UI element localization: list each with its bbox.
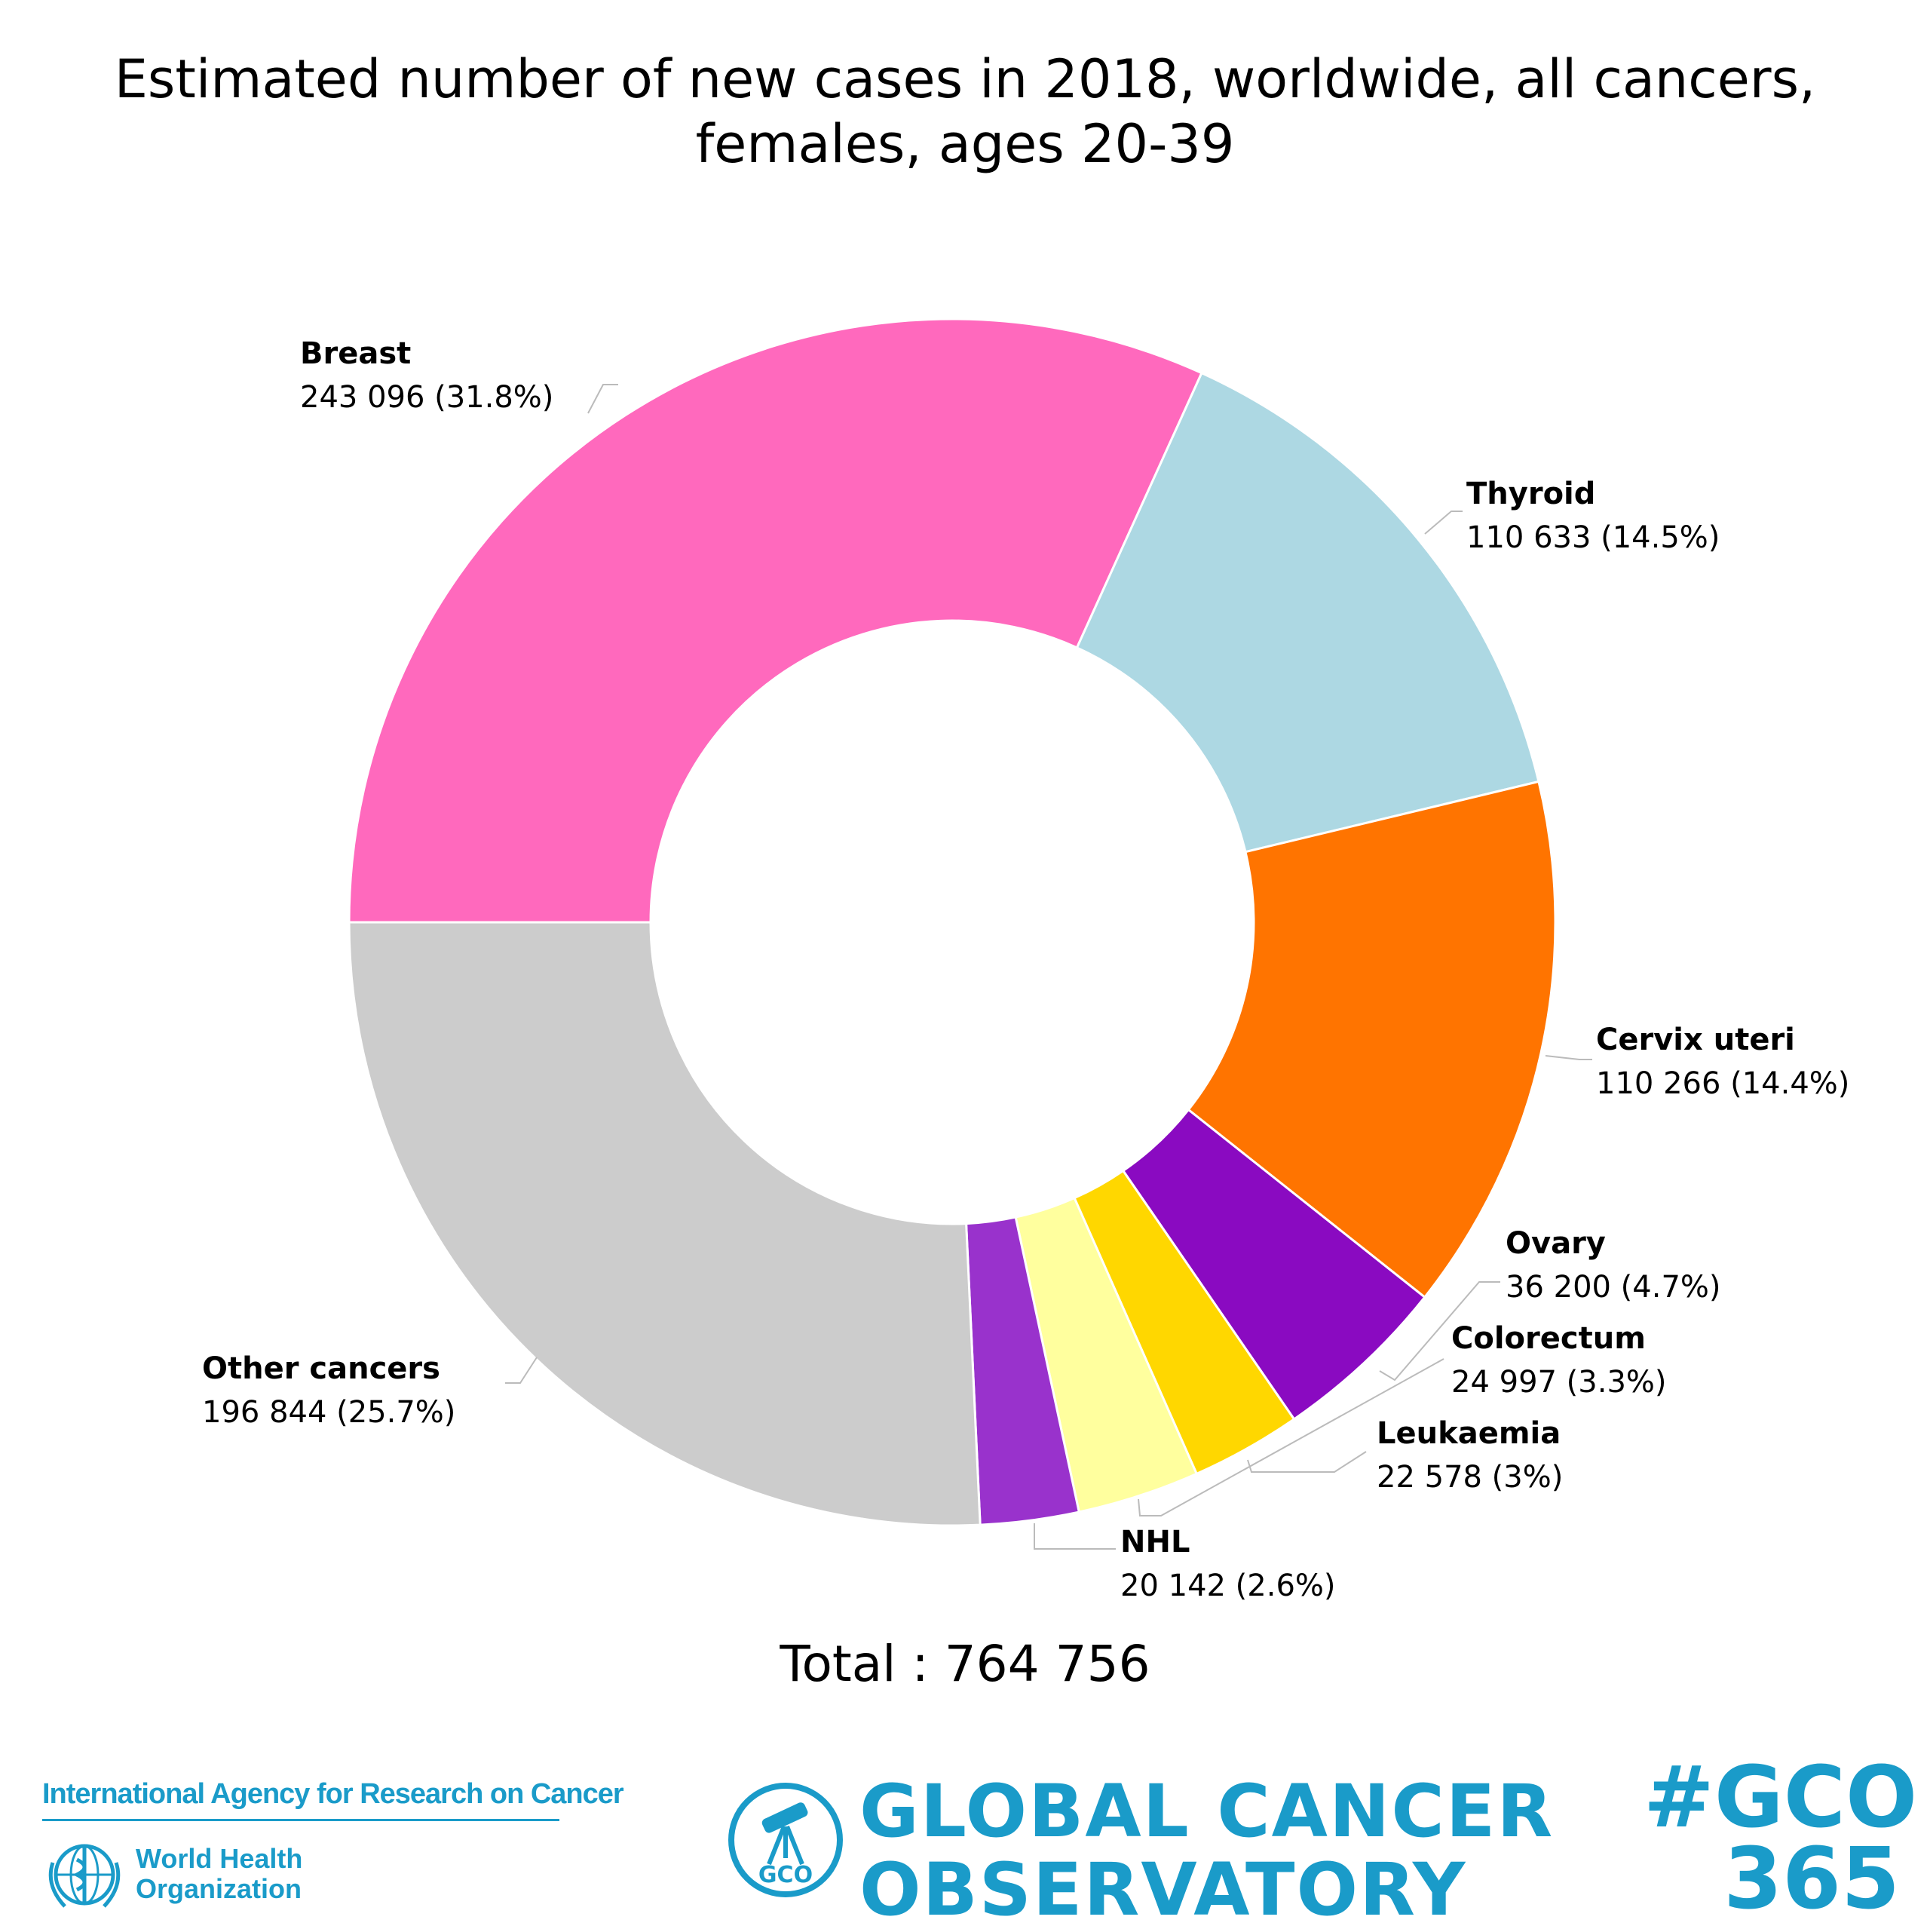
hashtag-line-2: 365 — [1723, 1830, 1900, 1928]
who-emblem-icon — [48, 1844, 121, 1908]
who-name-line-2: Organization — [136, 1873, 302, 1904]
leader-line-nhl — [1034, 1523, 1116, 1550]
slice-value-leukaemia: 22 578 (3%) — [1377, 1460, 1563, 1495]
leader-line-breast — [587, 384, 618, 414]
slice-label-breast: Breast — [300, 336, 411, 371]
slice-label-thyroid: Thyroid — [1466, 477, 1595, 511]
slice-other-cancers[interactable] — [348, 921, 982, 1527]
slice-value-other-cancers: 196 844 (25.7%) — [202, 1395, 455, 1430]
gco-wordmark-line-1: GLOBAL CANCER — [859, 1769, 1555, 1854]
slice-label-nhl: NHL — [1120, 1525, 1190, 1559]
gco-badge-text: GCO — [758, 1862, 813, 1888]
slice-value-cervix-uteri: 110 266 (14.4%) — [1596, 1066, 1849, 1101]
chart-title-line-2: females, ages 20-39 — [695, 113, 1235, 175]
who-name-line-1: World Health — [136, 1843, 303, 1874]
leader-line-colorectum — [1138, 1358, 1444, 1516]
slice-value-ovary: 36 200 (4.7%) — [1506, 1270, 1721, 1305]
slice-label-cervix-uteri: Cervix uteri — [1596, 1023, 1795, 1057]
slice-label-leukaemia: Leukaemia — [1377, 1416, 1561, 1451]
leader-line-other-cancers — [505, 1357, 538, 1384]
gco-telescope-icon: GCO — [728, 1783, 843, 1897]
slice-breast[interactable] — [348, 317, 1203, 924]
gco365-hashtag: #GCO 365 — [1644, 1749, 1918, 1928]
slice-value-nhl: 20 142 (2.6%) — [1120, 1569, 1336, 1603]
slice-cervix-uteri[interactable] — [1187, 780, 1557, 1299]
who-name: World Health Organization — [136, 1844, 302, 1904]
slice-label-colorectum: Colorectum — [1451, 1321, 1646, 1356]
slice-value-thyroid: 110 633 (14.5%) — [1466, 520, 1720, 555]
slice-value-breast: 243 096 (31.8%) — [300, 380, 553, 415]
donut-chart: Breast 243 096 (31.8%) Thyroid 110 633 (14.… — [202, 317, 1849, 1603]
gco-wordmark: GLOBAL CANCER OBSERVATORY — [859, 1772, 1554, 1929]
slice-label-ovary: Ovary — [1506, 1226, 1606, 1261]
leader-line-ovary — [1379, 1281, 1500, 1382]
slice-thyroid[interactable] — [1075, 371, 1540, 854]
iarc-name: International Agency for Research on Can… — [42, 1778, 624, 1810]
leader-line-leukaemia — [1247, 1451, 1367, 1473]
slice-label-other-cancers: Other cancers — [202, 1351, 440, 1386]
slice-value-colorectum: 24 997 (3.3%) — [1451, 1365, 1667, 1400]
iarc-divider — [42, 1819, 559, 1821]
leader-line-cervix-uteri — [1545, 1055, 1592, 1060]
total-label: Total : 764 756 — [780, 1635, 1150, 1693]
chart-title: Estimated number of new cases in 2018, w… — [0, 47, 1930, 176]
hashtag-line-1: #GCO — [1644, 1749, 1918, 1847]
chart-title-line-1: Estimated number of new cases in 2018, w… — [114, 48, 1816, 110]
gco-wordmark-line-2: OBSERVATORY — [859, 1848, 1467, 1932]
leader-line-thyroid — [1424, 511, 1463, 535]
